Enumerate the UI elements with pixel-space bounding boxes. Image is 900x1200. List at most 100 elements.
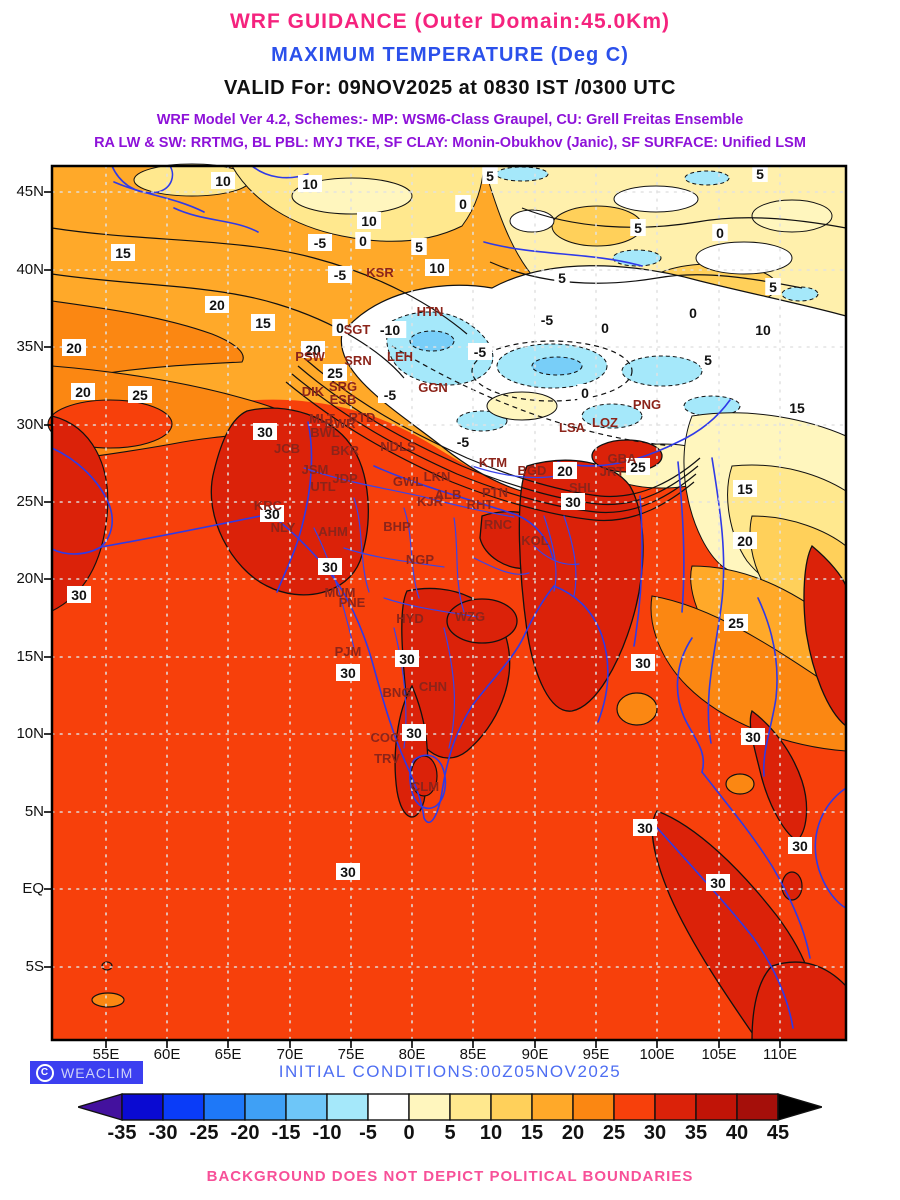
contour-label: 0 [601, 320, 609, 336]
contour-label-box [724, 614, 748, 631]
contour-label-box [425, 259, 449, 276]
city-label: NGP [406, 552, 435, 567]
contour-label-box [712, 224, 728, 241]
colorbar-tick-label: -30 [148, 1122, 178, 1144]
colorbar-cell [654, 1093, 697, 1121]
lat-tick-label: 25N [16, 493, 44, 510]
city-label: GBA [608, 451, 638, 466]
contour-label-box [685, 304, 701, 321]
city-label: SRN [344, 353, 371, 368]
lat-tick-label: 40N [16, 261, 44, 278]
contour-label: 0 [359, 233, 367, 249]
lon-tick-label: 110E [763, 1046, 797, 1063]
contour-label: 20 [305, 342, 321, 358]
lat-tick-label: 30N [16, 416, 44, 433]
city-label: BNG [383, 685, 412, 700]
coastlines-and-rivers [51, 165, 847, 1029]
city-label: SRG [329, 379, 357, 394]
lon-tick-label: 65E [214, 1046, 242, 1063]
contour-label-box [355, 232, 371, 249]
contour-label-box [205, 296, 229, 313]
lat-tick-label: 5S [25, 958, 44, 975]
contour-label-box [788, 837, 812, 854]
contour-label-box [323, 364, 347, 381]
colorbar-cell [449, 1093, 492, 1121]
city-label: KOL [521, 533, 549, 548]
contour-label: -5 [384, 387, 397, 403]
city-label: PJM [335, 644, 362, 659]
contour-label-box [411, 238, 427, 255]
contour-label: 15 [115, 245, 131, 261]
contour-label: 30 [71, 587, 87, 603]
city-label: WZG [455, 609, 485, 624]
contour-label-box [298, 175, 322, 192]
contour-label: 10 [361, 213, 377, 229]
colorbar-tick-label: 30 [643, 1122, 667, 1144]
temperature-fill-regions [47, 163, 847, 1041]
colorbar-cell [613, 1093, 656, 1121]
contour-label: 30 [637, 820, 653, 836]
lon-tick-label: 70E [276, 1046, 304, 1063]
disclaimer-note: BACKGROUND DOES NOT DEPICT POLITICAL BOU… [206, 1168, 694, 1185]
contour-label-box [318, 558, 342, 575]
city-label: JSM [302, 462, 329, 477]
city-label: BKR [331, 443, 360, 458]
colorbar-tick-label: 0 [403, 1122, 415, 1144]
lon-tick-label: 80E [398, 1046, 426, 1063]
contour-label: 25 [728, 615, 744, 631]
contour-label: 20 [66, 340, 82, 356]
city-label: JCB [274, 441, 300, 456]
contour-label-box [336, 863, 360, 880]
city-label: PTN [482, 485, 508, 500]
contour-label-box [67, 586, 91, 603]
contour-label: 0 [689, 305, 697, 321]
contour-label-box [577, 384, 593, 401]
contour-label: 30 [257, 424, 273, 440]
city-label: BWR [324, 416, 356, 431]
contour-label-box [455, 195, 471, 212]
contour-label-box [630, 219, 646, 236]
contour-label-box [468, 343, 492, 360]
city-label: HTN [417, 304, 444, 319]
colorbar-tick-label: -5 [359, 1122, 377, 1144]
colorbar-cell [695, 1093, 738, 1121]
lat-tick-label: 45N [16, 183, 44, 200]
colorbar-cell [408, 1093, 451, 1121]
city-label: COC [371, 730, 401, 745]
colorbar-tick-label: 45 [766, 1122, 790, 1144]
contour-labels: 10 10 5 5 0 5 0 -5 10 10 -5 15 20 15 5 5 0 0 -5 0 5 10 5 15 15 0 -… [62, 165, 812, 891]
lon-tick-label: 55E [92, 1046, 120, 1063]
city-label: LKN [424, 469, 451, 484]
contour-label: 10 [302, 176, 318, 192]
contour-label: -5 [474, 344, 487, 360]
city-label: NDLS [380, 439, 416, 454]
city-label: ALB [435, 487, 462, 502]
lon-tick-label: 60E [153, 1046, 181, 1063]
contour-label-box [328, 266, 352, 283]
colorbar-tick-label: -25 [189, 1122, 219, 1144]
model-scheme-line-1: WRF Model Ver 4.2, Schemes:- MP: WSM6-Cl… [156, 112, 744, 128]
colorbar-cell [162, 1093, 205, 1121]
city-label: RTD [349, 410, 376, 425]
city-label: KJR [417, 494, 444, 509]
lon-tick-label: 105E [701, 1046, 737, 1063]
lon-tick-label: 75E [337, 1046, 365, 1063]
contour-label: 5 [558, 270, 566, 286]
city-label: ESB [330, 392, 357, 407]
contour-label: 30 [745, 729, 761, 745]
lat-tick-label: EQ [22, 880, 44, 897]
colorbar-cell [121, 1093, 164, 1121]
colorbar-tick-label: 25 [602, 1122, 626, 1144]
contour-label: 0 [459, 196, 467, 212]
city-label: PSW [295, 349, 325, 364]
colorbar-cell [531, 1093, 574, 1121]
city-label: BHP [383, 519, 411, 534]
contour-label: 20 [75, 384, 91, 400]
contour-label: 0 [716, 225, 724, 241]
contour-label-box [308, 234, 332, 251]
page-title: WRF GUIDANCE (Outer Domain:45.0Km) [229, 10, 671, 33]
city-label: PNG [633, 397, 661, 412]
model-scheme-line-2: RA LW & SW: RRTMG, BL PBL: MYJ TKE, SF C… [94, 135, 806, 151]
contour-label: 10 [215, 173, 231, 189]
